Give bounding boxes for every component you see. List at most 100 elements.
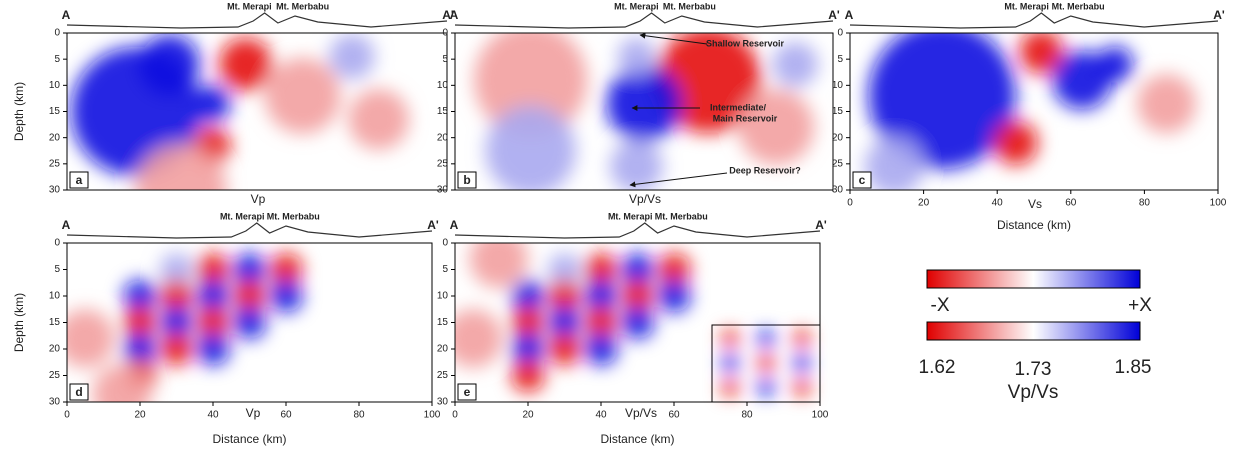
y-tick-label: 10	[49, 80, 61, 91]
y-tick-label: 5	[442, 264, 448, 275]
anomaly	[606, 65, 682, 142]
annotations: Shallow Reservoir Intermediate/Deep Reser…	[629, 32, 801, 188]
anomaly	[485, 105, 576, 190]
x-tick-label: 100	[1210, 198, 1227, 209]
anomaly	[160, 332, 193, 366]
annotation: Shallow Reservoir	[706, 38, 785, 48]
panel-letter: d	[75, 385, 82, 399]
anomaly	[196, 306, 230, 339]
anomaly	[548, 306, 581, 339]
anomaly-field	[473, 33, 818, 190]
y-tick-label: 15	[49, 106, 61, 117]
y-tick-label: 25	[49, 370, 61, 381]
profile-start: A	[450, 218, 459, 232]
anomaly	[160, 306, 193, 339]
inset-cell	[722, 380, 738, 396]
y-tick-label: 10	[437, 80, 449, 91]
x-tick-label: 100	[812, 410, 829, 421]
y-tick-label: 25	[437, 370, 449, 381]
profile-start: A	[62, 218, 71, 232]
profile-end: A'	[427, 218, 439, 232]
profile-start: A	[450, 8, 459, 22]
colorbar-title: Vp/Vs	[1008, 382, 1059, 403]
panel: d Vp 0 5 10 15 20 25 30 Depth (km) 0 20 40 60 80 100 Dis…	[12, 211, 441, 446]
anomaly	[511, 332, 545, 366]
colorbar	[926, 269, 1141, 289]
anomaly	[621, 253, 654, 286]
anomaly	[348, 88, 409, 150]
annotation-arrow	[639, 32, 708, 45]
x-tick-label: 40	[595, 410, 607, 421]
panel-letter: c	[859, 173, 866, 187]
anomaly-field	[67, 253, 303, 402]
profile-end: A'	[442, 8, 454, 22]
profile-start: A	[845, 8, 854, 22]
anomaly-field	[455, 243, 691, 392]
peak-label: Mt. Merapi	[614, 1, 659, 11]
annotation: Deep Reservoir?	[729, 165, 801, 175]
y-tick-label: 10	[832, 80, 844, 91]
peak-label: Mt. Merbabu	[655, 211, 708, 221]
anomaly-field	[864, 33, 1196, 190]
profile-end: A'	[828, 8, 840, 22]
anomaly	[864, 137, 924, 190]
anomaly	[738, 89, 815, 165]
topography	[849, 12, 1219, 29]
anomaly	[657, 253, 691, 286]
y-tick-label: 30	[832, 185, 844, 196]
topography	[66, 222, 433, 239]
y-tick-label: 15	[437, 317, 449, 328]
y-tick-label: 20	[49, 132, 61, 143]
panel-letter-box	[457, 383, 477, 401]
anomaly	[455, 309, 503, 368]
x-tick-label: 20	[134, 410, 146, 421]
anomaly	[584, 253, 618, 286]
anomaly	[621, 306, 654, 339]
colorbar-label: +X	[1128, 295, 1152, 316]
y-tick-label: 5	[54, 264, 60, 275]
colorbar-label: -X	[931, 295, 950, 316]
inset-cell	[794, 380, 810, 396]
anomalies	[864, 33, 1196, 190]
colorbar-label: 1.73	[1015, 359, 1052, 380]
anomaly	[139, 34, 201, 95]
anomaly	[196, 332, 230, 366]
anomaly	[1019, 33, 1064, 74]
colorbar-label: 1.62	[919, 357, 956, 378]
y-tick-label: 5	[54, 54, 60, 65]
panel-caption: Vp/Vs	[629, 192, 661, 206]
anomaly	[196, 279, 230, 313]
x-tick-label: 0	[64, 410, 70, 421]
anomaly	[233, 279, 266, 313]
inset-cell	[722, 355, 738, 371]
panel-letter-box	[69, 383, 89, 401]
y-tick-label: 0	[837, 28, 843, 39]
y-tick-label: 30	[49, 185, 61, 196]
anomaly	[868, 33, 1016, 170]
anomaly	[329, 33, 375, 80]
y-tick-label: 20	[49, 344, 61, 355]
y-tick-label: 30	[49, 397, 61, 408]
anomaly	[548, 279, 581, 313]
y-tick-label: 30	[437, 185, 449, 196]
anomaly	[123, 332, 157, 366]
x-tick-label: 0	[452, 410, 458, 421]
colorbar	[926, 321, 1141, 341]
anomaly	[617, 37, 656, 76]
anomalies	[70, 33, 409, 190]
panel-letter-box	[69, 171, 89, 189]
anomaly	[269, 279, 303, 313]
anomalies	[473, 33, 818, 190]
colorbars: -X +X 1.62 1.73 1.85 Vp/Vs	[919, 269, 1152, 403]
panel-letter: e	[464, 385, 471, 399]
inset-cell	[722, 330, 738, 346]
profile-end: A'	[1213, 8, 1225, 22]
anomaly	[233, 306, 266, 339]
peak-label: Mt. Merbabu	[1052, 1, 1105, 11]
x-tick-label: 60	[280, 410, 292, 421]
y-tick-label: 25	[832, 158, 844, 169]
panel-letter-box	[852, 171, 872, 189]
anomaly	[1052, 50, 1112, 110]
